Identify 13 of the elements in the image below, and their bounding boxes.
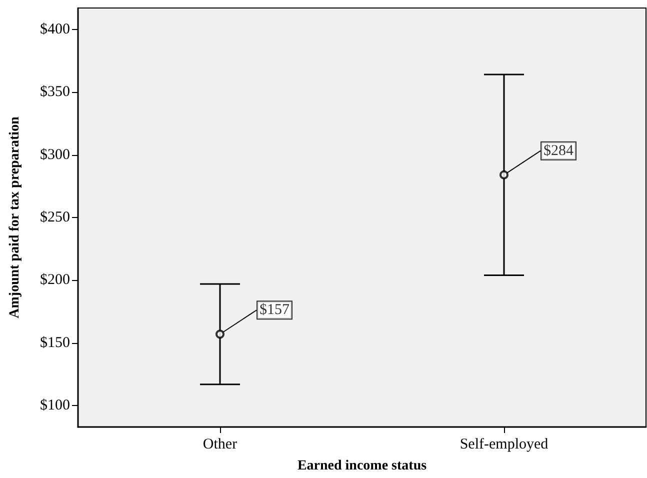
x-tick-label: Self-employed xyxy=(460,436,549,452)
y-tick-label: $150 xyxy=(40,334,70,351)
data-label: $284 xyxy=(544,142,574,159)
y-tick-label: $400 xyxy=(40,21,70,38)
y-tick-label: $250 xyxy=(40,210,70,226)
y-tick-label: $100 xyxy=(40,398,70,414)
x-tick-label: Other xyxy=(202,436,238,452)
y-tick-label: $350 xyxy=(40,84,70,100)
x-axis-title: Earned income status xyxy=(297,458,428,474)
y-tick-label: $200 xyxy=(40,272,70,288)
data-label: $157 xyxy=(260,302,290,318)
y-axis-title: Amjount paid for tax preparation xyxy=(8,116,22,318)
y-tick-label: $300 xyxy=(40,146,70,163)
